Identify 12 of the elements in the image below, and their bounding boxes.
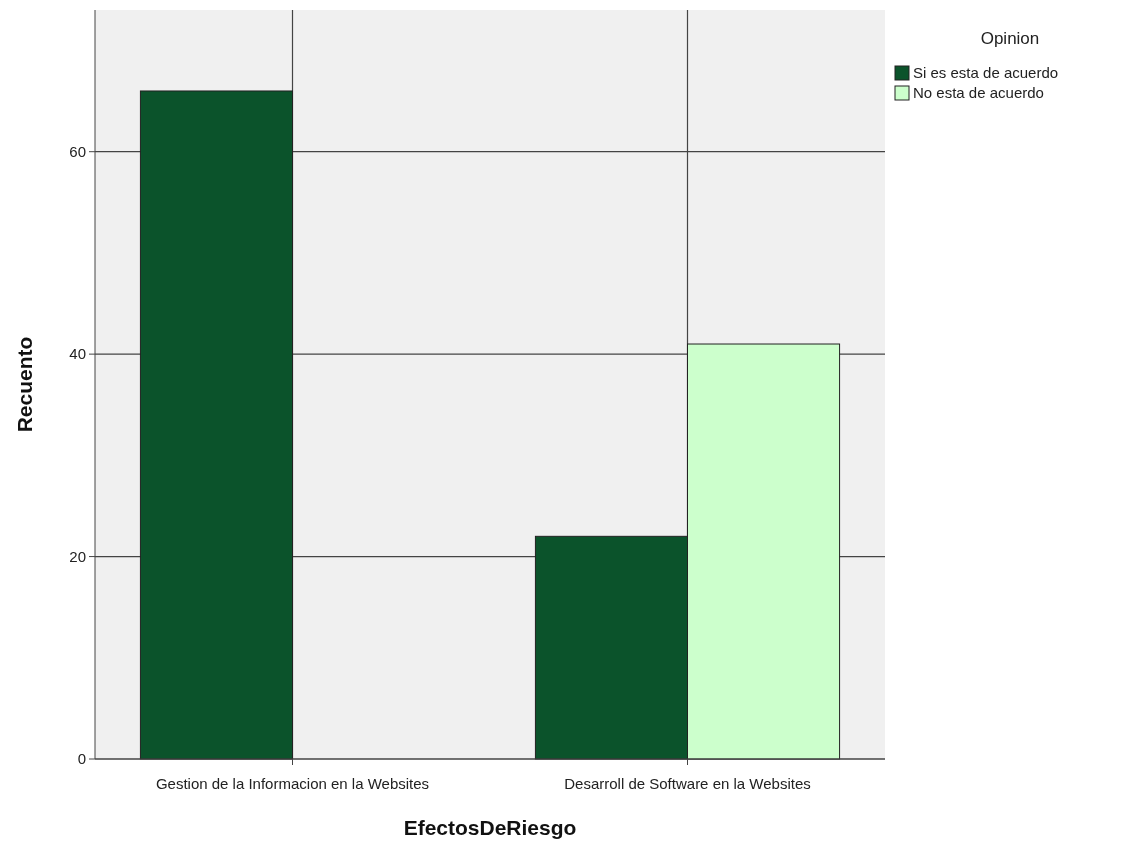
legend-title: Opinion — [980, 29, 1040, 48]
y-axis-title: Recuento — [13, 336, 36, 433]
y-tick-label: 60 — [69, 142, 86, 160]
x-axis-title: EfectosDeRiesgo — [403, 816, 577, 839]
y-tick-label: 40 — [69, 345, 86, 363]
x-tick-label: Desarroll de Software en la Websites — [564, 775, 811, 792]
legend-label: Si es esta de acuerdo — [913, 64, 1059, 82]
y-tick-label: 0 — [77, 750, 86, 768]
legend-label: No esta de acuerdo — [913, 84, 1044, 102]
x-tick-label: Gestion de la Informacion en la Websites — [155, 775, 430, 792]
bar — [139, 90, 293, 760]
y-tick-label: 20 — [69, 547, 86, 565]
